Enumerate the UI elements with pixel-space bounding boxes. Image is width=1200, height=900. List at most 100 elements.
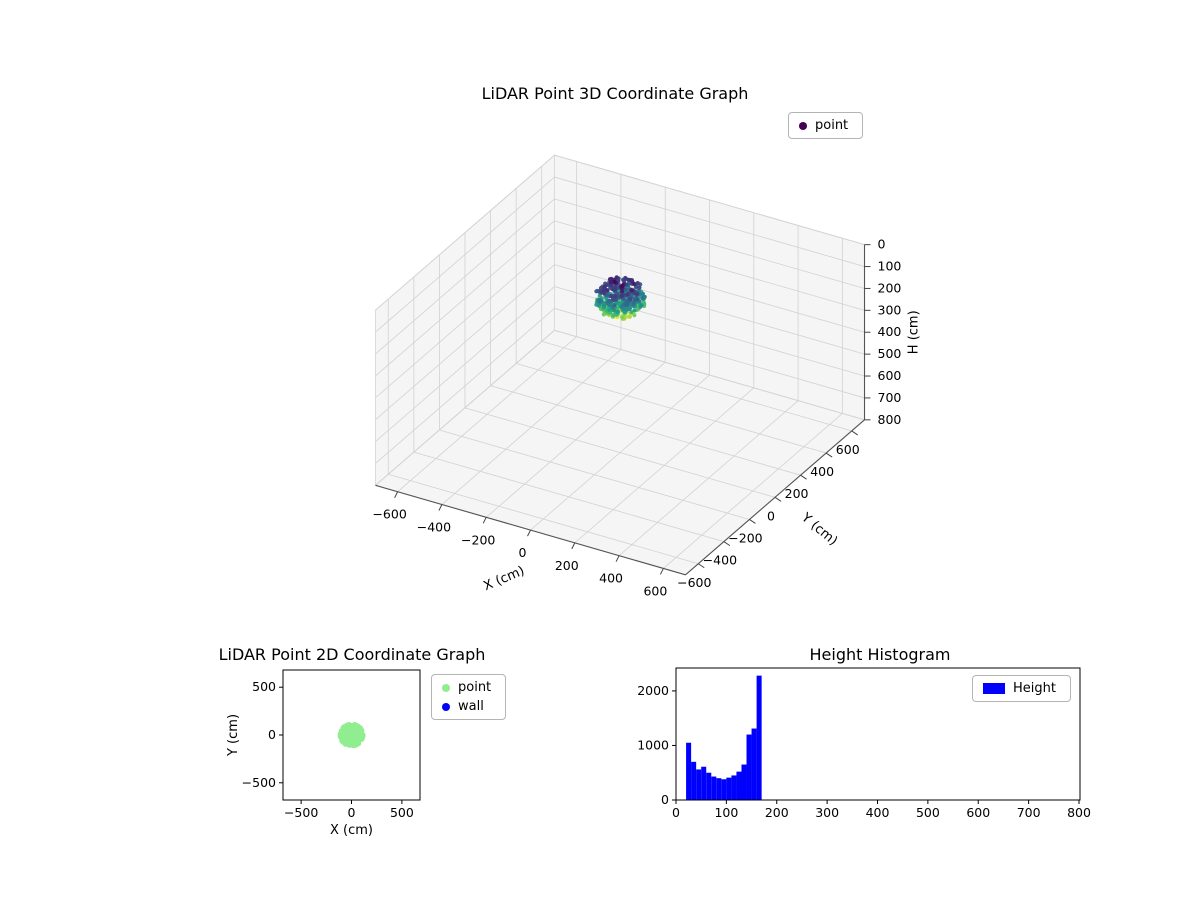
grid-line xyxy=(554,176,865,267)
grid-line xyxy=(375,198,555,355)
plot3d-x-tick-label: 0 xyxy=(519,545,527,560)
scatter-point xyxy=(634,284,639,290)
x-tick xyxy=(571,542,576,550)
plot2d-xaxis-label: X (cm) xyxy=(330,823,373,838)
histogram-y-tick-label: 1000 xyxy=(637,737,669,752)
scatter-point xyxy=(357,726,363,732)
scatter-point xyxy=(631,301,636,306)
y-tick xyxy=(749,519,756,524)
plot2d-yaxis-label: Y (cm) xyxy=(226,714,241,757)
x-tick xyxy=(659,568,664,575)
histogram-x-tick-label: 700 xyxy=(1017,805,1041,820)
grid-line xyxy=(375,220,555,377)
histogram-bar xyxy=(756,675,762,800)
scatter-point xyxy=(594,289,599,294)
scatter-point xyxy=(607,307,612,312)
legend-label: point xyxy=(458,680,492,695)
scatter-point xyxy=(346,736,352,742)
y-tick xyxy=(825,452,833,458)
plot3d-x-tick-label: 600 xyxy=(643,583,667,598)
scatter-point xyxy=(613,294,618,299)
plot3d-axes: −600−400−20002004006006004002000−200−400… xyxy=(372,154,922,598)
plot3d-z-tick-label: 100 xyxy=(878,259,902,274)
scatter-point xyxy=(605,288,610,293)
histogram-bar xyxy=(721,779,727,800)
scatter-point xyxy=(350,742,356,749)
y-tick xyxy=(800,474,807,480)
scatter-point xyxy=(345,727,351,734)
scatter-point xyxy=(611,297,616,302)
plot3d-z-tick-label: 200 xyxy=(878,280,902,295)
scatter-point xyxy=(597,297,602,302)
plot3d-x-tick-label: 200 xyxy=(555,558,579,573)
y-tick xyxy=(774,496,782,502)
histogram-bars xyxy=(686,675,762,800)
scatter-point xyxy=(625,302,630,307)
histogram-y-tick-label: 2000 xyxy=(637,683,669,698)
scatter-point xyxy=(629,309,634,315)
scatter-point xyxy=(601,288,607,293)
histogram-x-tick-label: 800 xyxy=(1067,805,1091,820)
plot3d-title: LiDAR Point 3D Coordinate Graph xyxy=(481,84,749,103)
plot2d-axes: −500 0 500 500 0 −500 X (cm) Y (cm) xyxy=(226,669,421,838)
grid-line xyxy=(375,308,555,464)
plot3d-x-tick-label: 400 xyxy=(599,571,623,586)
scatter-point xyxy=(635,297,640,302)
plot2d-y-tick-label: −500 xyxy=(242,775,276,790)
plot3d-y-tick-label: 400 xyxy=(810,464,834,479)
scatter-point xyxy=(641,300,646,305)
histogram-bar xyxy=(716,778,722,800)
legend-label: Height xyxy=(1013,681,1056,696)
scatter-point xyxy=(608,283,614,288)
plot3d-points xyxy=(594,275,647,321)
scatter-point xyxy=(637,285,642,290)
plot3d-x-tick-label: −400 xyxy=(417,520,451,535)
plot3d-zaxis-label: H (cm) xyxy=(907,310,922,354)
plot3d-z-tick-label: 0 xyxy=(878,237,886,252)
scatter-point xyxy=(602,284,607,289)
legend-marker-icon xyxy=(799,121,807,130)
scatter-point xyxy=(620,315,625,320)
grid-line xyxy=(375,330,555,486)
histogram-x-tick-label: 100 xyxy=(714,805,738,820)
histogram-bar xyxy=(701,766,707,800)
scatter-point xyxy=(629,287,634,293)
scatter-point xyxy=(635,291,640,296)
scatter-point xyxy=(596,303,602,308)
plot3d-legend: point xyxy=(788,112,864,139)
grid-line xyxy=(554,198,865,289)
plot3d-x-tick-label: −200 xyxy=(461,532,495,547)
grid-line xyxy=(375,242,555,399)
plot3d-z-tick-label: 500 xyxy=(878,346,902,361)
legend-marker-icon xyxy=(442,683,450,692)
legend-entry: point xyxy=(442,680,491,695)
grid-line xyxy=(516,363,827,454)
scatter-point xyxy=(632,313,637,318)
histogram-x-tick-label: 500 xyxy=(916,805,940,820)
histogram-bar xyxy=(726,777,732,800)
scatter-point xyxy=(609,294,614,299)
plot3d-y-tick-label: −400 xyxy=(703,553,737,568)
scatter-point xyxy=(625,292,630,297)
plot2d-y-tick-label: 0 xyxy=(268,727,276,742)
scatter-point xyxy=(639,303,644,308)
grid-line xyxy=(388,473,699,565)
scatter-point xyxy=(640,291,646,296)
scatter-point xyxy=(635,281,640,286)
scatter-point xyxy=(612,303,617,308)
x-tick xyxy=(527,529,531,537)
scatter-point xyxy=(601,303,607,308)
scatter-point xyxy=(340,729,346,736)
scatter-point xyxy=(628,296,633,301)
scatter-point xyxy=(619,293,624,299)
legend-entry: Height xyxy=(983,681,1056,696)
plot2d-points xyxy=(337,721,366,749)
scatter-point xyxy=(627,314,633,319)
plot3d-y-tick-label: 0 xyxy=(767,508,775,523)
grid-line xyxy=(375,154,555,311)
histogram-bar xyxy=(751,728,757,800)
histogram-bar xyxy=(736,771,742,800)
histogram-y-tick-label: 0 xyxy=(661,792,669,807)
scatter-point xyxy=(357,732,363,738)
histogram-title: Height Histogram xyxy=(809,645,951,664)
